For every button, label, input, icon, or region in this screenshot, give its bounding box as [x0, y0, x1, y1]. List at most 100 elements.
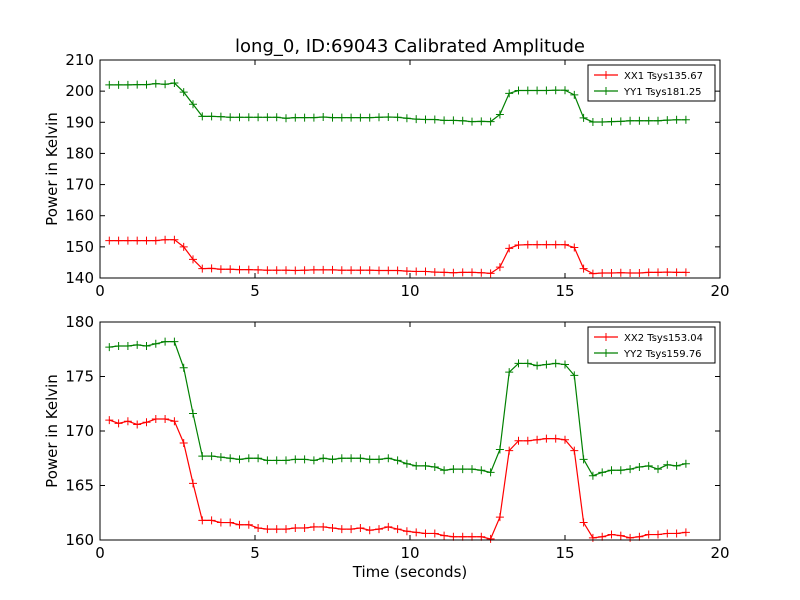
data-point-marker [226, 113, 235, 122]
data-point-marker [468, 465, 476, 474]
data-point-marker [244, 113, 253, 122]
data-point-marker [468, 117, 476, 126]
data-point-marker [458, 532, 467, 541]
data-point-marker [449, 116, 458, 125]
data-point-marker [523, 436, 532, 445]
data-point-marker [384, 454, 393, 463]
data-point-marker [123, 236, 132, 245]
data-point-marker [421, 529, 430, 538]
data-point-marker [170, 79, 179, 88]
data-point-marker [384, 266, 393, 275]
data-point-marker [365, 455, 374, 464]
data-point-marker [495, 513, 504, 522]
data-point-marker [114, 341, 123, 350]
data-point-marker [644, 268, 653, 277]
data-point-marker [533, 86, 542, 95]
data-point-marker [440, 116, 449, 125]
data-point-marker [486, 269, 495, 278]
data-point-marker [458, 465, 467, 474]
data-point-marker [607, 117, 616, 126]
data-point-marker [430, 268, 439, 277]
data-point-marker [384, 112, 393, 121]
axes-frame [99, 59, 721, 279]
data-point-marker [449, 532, 458, 541]
data-point-marker [123, 80, 132, 89]
data-point-marker [189, 479, 197, 488]
data-point-marker [226, 265, 235, 274]
data-point-marker [254, 524, 263, 533]
legend-box [587, 326, 716, 364]
y-tick-label: 190 [65, 113, 94, 131]
data-point-marker [598, 468, 607, 477]
x-tick-label: 10 [400, 544, 419, 562]
data-point-marker [272, 525, 281, 534]
data-point-marker [105, 80, 114, 89]
data-point-marker [291, 455, 300, 464]
data-point-marker [347, 454, 356, 463]
y-tick-label: 160 [65, 531, 94, 549]
data-point-marker [412, 461, 421, 470]
data-point-marker [421, 115, 430, 124]
data-point-marker [402, 114, 411, 123]
y-tick-label: 160 [65, 207, 94, 225]
data-point-marker [458, 268, 467, 277]
data-point-marker [486, 534, 495, 543]
data-point-marker [681, 115, 690, 124]
data-point-marker [179, 438, 188, 447]
data-point-marker [402, 527, 411, 536]
x-tick-label: 0 [95, 544, 105, 562]
data-point-marker [523, 86, 532, 95]
data-point-marker [198, 516, 207, 525]
data-point-marker [579, 455, 588, 464]
data-point-marker [644, 530, 653, 539]
data-point-marker [347, 113, 356, 122]
data-point-marker [105, 236, 114, 245]
data-point-marker [402, 459, 411, 468]
data-point-marker [505, 89, 514, 98]
data-point-marker [309, 113, 318, 122]
data-point-marker [561, 435, 569, 444]
y-tick-label: 150 [65, 238, 94, 256]
data-point-marker [654, 465, 662, 474]
data-point-marker [263, 113, 272, 122]
data-point-marker [170, 337, 179, 346]
axes-frame [99, 321, 721, 541]
data-point-marker [561, 360, 569, 369]
data-point-marker [328, 455, 337, 464]
data-point-marker [161, 235, 170, 244]
data-point-marker [161, 80, 170, 89]
data-point-marker [291, 266, 300, 275]
data-point-marker [347, 525, 356, 534]
data-point-marker [151, 339, 160, 348]
data-point-marker [300, 455, 309, 464]
data-point-marker [616, 268, 625, 277]
data-point-marker [216, 453, 225, 462]
data-point-marker [263, 456, 272, 465]
data-point-marker [235, 113, 244, 122]
data-point-marker [468, 268, 476, 277]
data-point-marker [542, 434, 551, 443]
data-point-marker [300, 113, 309, 122]
data-point-marker [207, 112, 216, 121]
data-point-marker [486, 468, 495, 477]
data-point-marker [542, 240, 551, 249]
data-point-marker [328, 265, 337, 274]
data-point-marker [523, 240, 532, 249]
y-tick-label: 200 [65, 82, 94, 100]
data-point-marker [570, 90, 579, 99]
data-point-marker [663, 116, 672, 125]
legend-label-1: XX1 Tsys135.67 [624, 71, 703, 82]
y-tick-label: 170 [65, 176, 94, 194]
x-tick-label: 20 [710, 282, 729, 300]
data-point-marker [412, 528, 421, 537]
data-point-marker [579, 113, 588, 122]
data-point-marker [393, 456, 402, 465]
y-tick-label: 180 [65, 144, 94, 162]
x-axis-label: Time (seconds) [352, 563, 468, 581]
data-point-marker [672, 529, 681, 538]
data-point-marker [133, 340, 142, 349]
data-point-marker [179, 242, 188, 251]
data-point-marker [514, 86, 523, 95]
data-point-marker [365, 526, 374, 535]
